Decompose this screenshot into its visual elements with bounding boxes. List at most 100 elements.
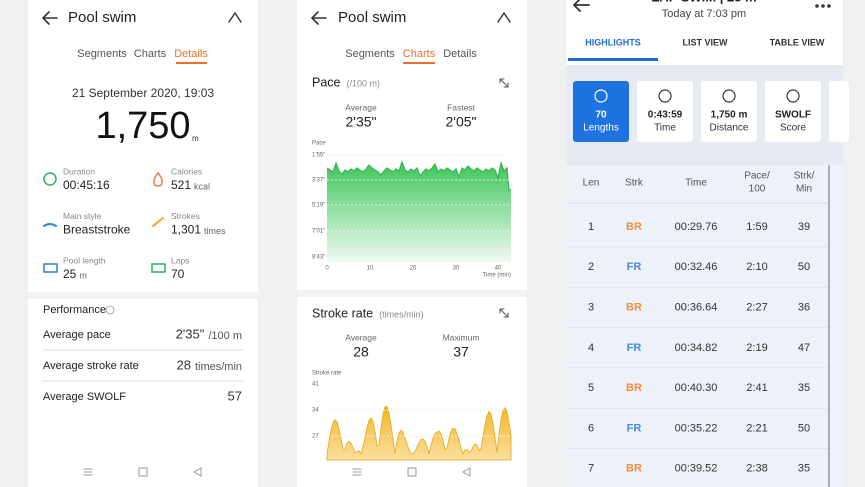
- perf-label: Average SWOLF: [43, 391, 126, 403]
- stat-label: Duration: [63, 166, 95, 176]
- separator: [28, 292, 258, 299]
- tab[interactable]: Charts: [403, 48, 436, 60]
- summary-label: Average: [345, 332, 377, 342]
- subtitle: Today at 7:03 pm: [662, 8, 746, 20]
- x-tick-label: 0: [325, 266, 329, 272]
- summary-label: Average: [345, 102, 377, 112]
- card-label: Lengths: [583, 123, 619, 134]
- tab[interactable]: LIST VIEW: [683, 37, 729, 47]
- highlight-card[interactable]: [701, 81, 757, 142]
- y-tick-label: 8'43": [312, 255, 325, 261]
- x-tick-label: 30: [453, 266, 460, 272]
- stat-value: 25: [63, 267, 77, 281]
- nav-bar: [83, 467, 471, 477]
- distance-unit: m: [192, 134, 199, 143]
- table-cell: 00:32.46: [675, 261, 718, 273]
- info-icon[interactable]: [105, 305, 115, 315]
- stat-value: 70: [171, 267, 185, 281]
- highlight-card[interactable]: [637, 81, 693, 142]
- card-icon: [722, 89, 736, 103]
- stat-label: Strokes: [171, 211, 200, 221]
- table-cell: 4: [588, 342, 594, 354]
- screen-title: LAP SWIM | 25 m: [651, 0, 756, 4]
- section-title: Pace: [312, 75, 341, 89]
- expand-icon[interactable]: [499, 78, 509, 88]
- stat-value: 521: [171, 178, 191, 192]
- card-value: 0:43:59: [648, 110, 683, 121]
- tab[interactable]: Charts: [134, 48, 167, 60]
- table-cell: 2: [588, 261, 594, 273]
- summary-value: 28: [353, 344, 369, 360]
- table-cell: FR: [627, 422, 642, 434]
- y-tick-label: 5'19": [312, 203, 325, 209]
- table-cell: 1: [588, 221, 594, 233]
- highlight-card[interactable]: [765, 81, 821, 142]
- route-icon[interactable]: [497, 11, 511, 23]
- column-header: Strk: [625, 178, 644, 189]
- table-cell: 35: [798, 463, 810, 475]
- card-value: SWOLF: [775, 110, 811, 121]
- table-cell: 2:21: [746, 422, 767, 434]
- section-unit: (times/min): [379, 309, 424, 319]
- route-icon[interactable]: [228, 11, 242, 23]
- perf-label: Average pace: [43, 329, 111, 341]
- perf-unit: times/min: [195, 361, 242, 373]
- card-label: Score: [780, 123, 807, 134]
- y-tick-label: 27: [312, 434, 319, 440]
- tab[interactable]: HIGHLIGHTS: [585, 37, 641, 47]
- perf-value: 28: [176, 357, 190, 372]
- table-cell: FR: [627, 342, 642, 354]
- section-unit: (/100 m): [347, 78, 381, 88]
- header-bar: [566, 0, 843, 65]
- table-cell: 39: [798, 221, 810, 233]
- card-label: Time: [654, 123, 676, 134]
- table-cell: 3: [588, 302, 594, 314]
- card-icon: [786, 89, 800, 103]
- table-cell: 00:36.64: [675, 302, 718, 314]
- column-header: Min: [796, 184, 812, 195]
- card-value: 70: [595, 110, 607, 121]
- expand-icon[interactable]: [499, 308, 509, 318]
- table-cell: 2:27: [746, 302, 767, 314]
- tab[interactable]: Details: [443, 48, 477, 60]
- column-header: Len: [583, 178, 600, 189]
- screen-title: Pool swim: [338, 9, 406, 26]
- stat-value: 00:45:16: [63, 178, 110, 192]
- stat-unit: times: [204, 226, 226, 236]
- tab[interactable]: Details: [174, 48, 208, 60]
- pool-icon: [43, 263, 58, 273]
- table-cell: 50: [798, 422, 810, 434]
- table-cell: FR: [627, 261, 642, 273]
- table-cell: 6: [588, 422, 594, 434]
- calories-icon: [153, 171, 163, 187]
- tab[interactable]: TABLE VIEW: [770, 37, 825, 47]
- column-header: Pace/: [744, 171, 770, 182]
- summary-label: Maximum: [443, 332, 480, 342]
- duration-icon: [43, 172, 57, 186]
- axis-label: Time (min): [483, 273, 511, 279]
- table-cell: 50: [798, 261, 810, 273]
- highlight-card[interactable]: [573, 81, 629, 142]
- back-button[interactable]: [572, 0, 590, 12]
- panel-edge: [829, 165, 843, 487]
- stat-label: Main style: [63, 211, 102, 221]
- summary-value: 2'35": [345, 114, 376, 130]
- more-menu[interactable]: [815, 4, 831, 8]
- y-tick-label: 34: [312, 408, 319, 414]
- section-title: Performance: [43, 304, 106, 316]
- table-cell: 2:10: [746, 261, 767, 273]
- table-cell: 36: [798, 302, 810, 314]
- table-cell: 2:41: [746, 382, 767, 394]
- tab-underline: [403, 62, 435, 64]
- strokes-icon: [152, 217, 164, 227]
- tab[interactable]: Segments: [77, 48, 127, 60]
- stat-unit: kcal: [194, 181, 210, 191]
- axis-label: Pace: [312, 141, 326, 147]
- pace-line: [326, 160, 511, 191]
- column-header: Time: [685, 178, 707, 189]
- distance: 1,750: [95, 105, 190, 147]
- back-button[interactable]: [41, 11, 58, 25]
- tab[interactable]: Segments: [345, 48, 395, 60]
- back-button[interactable]: [310, 11, 327, 25]
